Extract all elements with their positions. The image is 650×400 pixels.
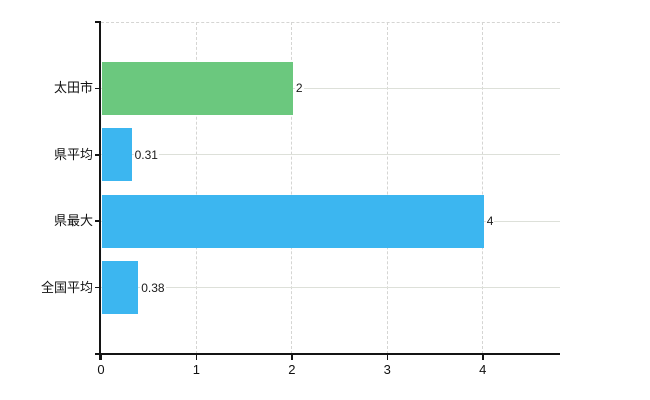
x-axis-line [95, 353, 560, 355]
value-label: 0.31 [133, 147, 159, 162]
bar [102, 261, 139, 315]
x-axis-tick [386, 354, 389, 360]
horizontal-gridline [101, 87, 560, 89]
bar [102, 61, 293, 115]
x-axis-tick [291, 354, 293, 360]
y-axis-tick [95, 220, 101, 222]
bar [102, 128, 132, 182]
x-tick-label: 3 [383, 362, 391, 377]
x-tick-label: 4 [479, 362, 487, 377]
y-axis-line [99, 22, 101, 360]
category-label: 県最大 [53, 213, 93, 229]
y-axis-tick [95, 87, 101, 90]
x-axis-tick [100, 354, 102, 360]
category-label: 県平均 [53, 146, 93, 162]
x-tick-label: 2 [288, 362, 296, 377]
category-label: 太田市 [53, 80, 93, 96]
y-axis-top-tick [95, 21, 101, 23]
y-axis-tick [95, 286, 101, 289]
value-label: 2 [294, 81, 304, 96]
bar [102, 194, 484, 248]
category-label: 全国平均 [40, 279, 93, 295]
vertical-gridline [482, 22, 484, 354]
value-label: 0.38 [140, 280, 166, 295]
vertical-gridline [291, 22, 293, 354]
horizontal-gridline [101, 154, 560, 156]
vertical-gridline [386, 22, 388, 354]
plot-top-border [101, 22, 560, 23]
y-axis-tick [95, 154, 101, 156]
x-tick-label: 1 [192, 362, 201, 377]
horizontal-gridline [101, 287, 560, 289]
x-axis-tick [195, 354, 198, 360]
vertical-gridline [195, 22, 197, 354]
value-label: 4 [485, 214, 495, 229]
x-tick-label: 0 [97, 362, 105, 377]
x-axis-tick [482, 354, 484, 360]
